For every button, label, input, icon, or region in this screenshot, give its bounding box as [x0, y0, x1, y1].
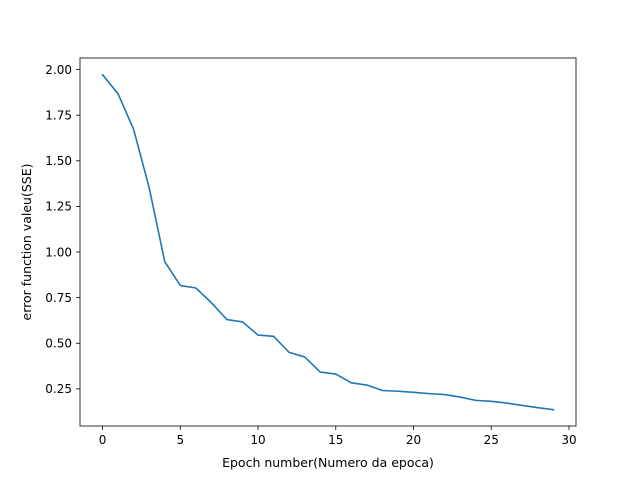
y-tick-label: 0.75: [45, 291, 72, 305]
x-tick-label: 0: [99, 433, 107, 447]
y-tick-label: 0.50: [45, 337, 72, 351]
x-tick-label: 20: [406, 433, 421, 447]
x-axis-ticks: 0 5 10 15 20 25 30: [99, 426, 577, 447]
x-tick-label: 30: [561, 433, 576, 447]
y-tick-label: 1.75: [45, 108, 72, 122]
series-line: [101, 73, 555, 411]
x-tick-label: 10: [250, 433, 265, 447]
y-axis-label: error function valeu(SSE): [19, 164, 34, 321]
y-tick-label: 2.00: [45, 63, 72, 77]
x-axis-label: Epoch number(Numero da epoca): [222, 455, 434, 470]
x-tick-label: 25: [484, 433, 499, 447]
y-tick-label: 1.00: [45, 245, 72, 259]
y-tick-label: 1.25: [45, 200, 72, 214]
plot-frame: [79, 57, 577, 427]
y-tick-label: 0.25: [45, 382, 72, 396]
series-layer: [101, 73, 555, 411]
y-tick-label: 1.50: [45, 154, 72, 168]
x-tick-label: 5: [176, 433, 184, 447]
y-axis-ticks: 0.25 0.50 0.75 1.00 1.25 1.50 1.75 2.00: [45, 63, 80, 396]
x-tick-label: 15: [328, 433, 343, 447]
